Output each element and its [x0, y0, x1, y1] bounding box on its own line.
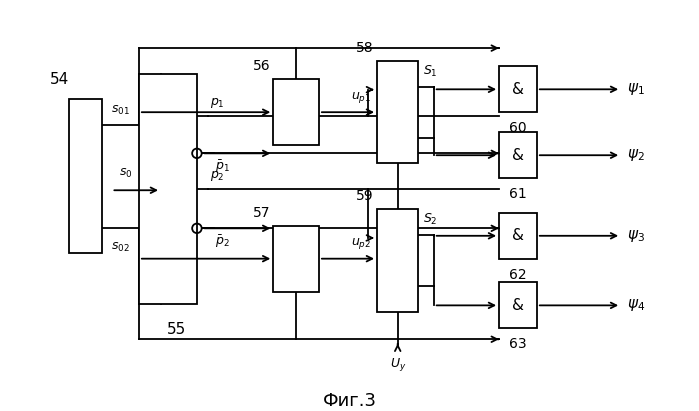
Text: $\psi_3$: $\psi_3$	[627, 228, 645, 244]
Text: $\bar{p}_2$: $\bar{p}_2$	[215, 233, 230, 250]
Bar	[499, 67, 537, 112]
Bar	[499, 282, 537, 328]
Bar	[139, 74, 197, 305]
Bar	[499, 132, 537, 178]
Text: 56: 56	[252, 59, 270, 73]
Text: $u_{p2}$: $u_{p2}$	[351, 236, 371, 252]
Bar	[499, 213, 537, 259]
Text: &: &	[512, 298, 524, 313]
Bar	[377, 209, 419, 312]
Text: 58: 58	[356, 41, 374, 55]
Bar	[273, 226, 319, 292]
Text: $\psi_4$: $\psi_4$	[627, 298, 645, 313]
Text: 55: 55	[167, 321, 186, 337]
Text: $p_2$: $p_2$	[210, 169, 225, 183]
Text: $p_1$: $p_1$	[210, 96, 225, 110]
Text: &: &	[512, 82, 524, 97]
Text: $u_{p1}$: $u_{p1}$	[351, 90, 371, 105]
Text: 54: 54	[50, 72, 69, 87]
Text: 61: 61	[509, 187, 527, 201]
Text: 59: 59	[356, 189, 374, 203]
Text: 57: 57	[252, 206, 270, 219]
Text: $U_y$: $U_y$	[389, 356, 406, 373]
Text: $\bar{p}_1$: $\bar{p}_1$	[215, 158, 230, 175]
Text: $S_2$: $S_2$	[424, 212, 438, 227]
Bar	[377, 61, 419, 164]
Text: &: &	[512, 148, 524, 163]
Bar	[69, 99, 102, 253]
Text: 62: 62	[509, 268, 527, 282]
Text: $s_{02}$: $s_{02}$	[111, 241, 130, 254]
Text: $s_{01}$: $s_{01}$	[111, 104, 130, 118]
Bar	[273, 79, 319, 145]
Text: $S_1$: $S_1$	[424, 64, 438, 79]
Text: $s_0$: $s_0$	[119, 167, 132, 180]
Text: $\psi_2$: $\psi_2$	[627, 147, 645, 163]
Text: 63: 63	[509, 337, 527, 351]
Text: 60: 60	[509, 121, 527, 135]
Text: $\psi_1$: $\psi_1$	[627, 81, 645, 97]
Text: Фиг.3: Фиг.3	[322, 392, 377, 410]
Text: &: &	[512, 228, 524, 243]
